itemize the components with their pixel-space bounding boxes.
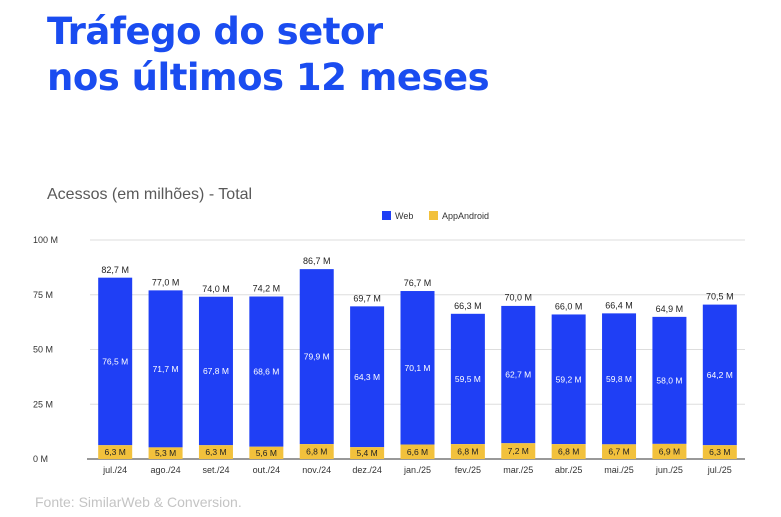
data-label-total: 66,0 M [555, 301, 583, 311]
data-label-total: 66,3 M [454, 301, 482, 311]
bar-app [702, 445, 737, 459]
data-label-total: 70,5 M [706, 292, 734, 302]
data-label-total: 82,7 M [101, 265, 129, 275]
data-label-app: 5,4 M [356, 448, 377, 458]
data-label-app: 6,8 M [457, 447, 478, 457]
bar-app [551, 444, 586, 459]
data-label-web: 71,7 M [153, 364, 179, 374]
data-label-app: 5,3 M [155, 448, 176, 458]
data-label-web: 59,2 M [556, 374, 582, 384]
title-line-2: nos últimos 12 meses [47, 56, 490, 99]
x-tick-label: abr./25 [555, 465, 583, 475]
x-tick-label: set./24 [202, 465, 229, 475]
data-label-total: 74,2 M [253, 284, 281, 294]
bar-web [652, 316, 687, 444]
data-label-web: 67,8 M [203, 366, 229, 376]
bar-app [400, 444, 435, 459]
y-tick-label: 100 M [33, 235, 58, 245]
x-tick-label: jul./24 [102, 465, 127, 475]
data-label-app: 6,8 M [558, 447, 579, 457]
bar-app [98, 445, 133, 459]
data-label-web: 79,9 M [304, 352, 330, 362]
data-label-web: 68,6 M [253, 367, 279, 377]
bar-web [551, 314, 586, 445]
chart-title: Acessos (em milhões) - Total [47, 186, 252, 203]
bar-web [198, 296, 233, 446]
data-label-total: 77,0 M [152, 277, 180, 287]
y-tick-label: 0 M [33, 454, 48, 464]
bar-web [299, 269, 334, 445]
data-label-web: 70,1 M [405, 363, 431, 373]
x-tick-label: dez./24 [352, 465, 382, 475]
data-label-app: 5,6 M [256, 448, 277, 458]
x-tick-label: ago./24 [151, 465, 181, 475]
data-label-app: 6,3 M [105, 447, 126, 457]
bar-app [450, 444, 485, 459]
data-label-web: 62,7 M [505, 370, 531, 380]
legend-swatch-appandroid [429, 211, 438, 220]
data-label-total: 66,4 M [605, 301, 633, 311]
bar-web [501, 305, 536, 444]
data-label-total: 70,0 M [505, 293, 533, 303]
bar-app [198, 445, 233, 459]
data-label-app: 6,7 M [608, 447, 629, 457]
x-tick-label: jan./25 [403, 465, 431, 475]
y-tick-label: 75 M [33, 290, 53, 300]
y-tick-label: 50 M [33, 345, 53, 355]
data-label-app: 6,6 M [407, 447, 428, 457]
data-label-total: 74,0 M [202, 284, 230, 294]
data-label-web: 59,8 M [606, 374, 632, 384]
data-label-web: 64,3 M [354, 372, 380, 382]
legend-label-web: Web [395, 211, 413, 221]
data-label-app: 6,8 M [306, 447, 327, 457]
x-tick-label: nov./24 [302, 465, 331, 475]
legend-swatch-web [382, 211, 391, 220]
x-tick-label: jul./25 [707, 465, 732, 475]
bar-app [501, 443, 536, 459]
bar-app [148, 447, 183, 459]
data-label-app: 6,3 M [205, 447, 226, 457]
title-line-1: Tráfego do setor [47, 10, 383, 53]
bar-web [98, 277, 133, 446]
bar-app [299, 444, 334, 459]
data-label-web: 76,5 M [102, 356, 128, 366]
bar-web [602, 313, 637, 445]
bar-web [249, 296, 284, 447]
data-label-web: 58,0 M [656, 375, 682, 385]
data-label-total: 69,7 M [353, 293, 381, 303]
bar-app [602, 444, 637, 459]
data-label-total: 76,7 M [404, 278, 432, 288]
page-title: Tráfego do setor nos últimos 12 meses [47, 9, 490, 101]
bar-web [702, 304, 737, 446]
data-label-app: 7,2 M [508, 446, 529, 456]
y-tick-label: 25 M [33, 399, 53, 409]
data-label-app: 6,9 M [659, 446, 680, 456]
data-label-total: 86,7 M [303, 256, 331, 266]
x-tick-label: fev./25 [455, 465, 481, 475]
data-label-web: 59,5 M [455, 374, 481, 384]
x-tick-label: mai./25 [604, 465, 634, 475]
bar-web [148, 290, 183, 448]
x-tick-label: out./24 [253, 465, 281, 475]
bar-app [249, 446, 284, 459]
bar-app [652, 443, 687, 459]
legend-label-appandroid: AppAndroid [442, 211, 489, 221]
bar-web [450, 313, 485, 445]
x-tick-label: mar./25 [503, 465, 533, 475]
x-tick-label: jun./25 [655, 465, 683, 475]
bar-web [350, 306, 385, 448]
data-label-total: 64,9 M [656, 304, 684, 314]
data-label-web: 64,2 M [707, 370, 733, 380]
bar-app [350, 447, 385, 459]
source-note: Fonte: SimilarWeb & Conversion. [35, 494, 242, 510]
bar-web [400, 291, 435, 445]
data-label-app: 6,3 M [709, 447, 730, 457]
